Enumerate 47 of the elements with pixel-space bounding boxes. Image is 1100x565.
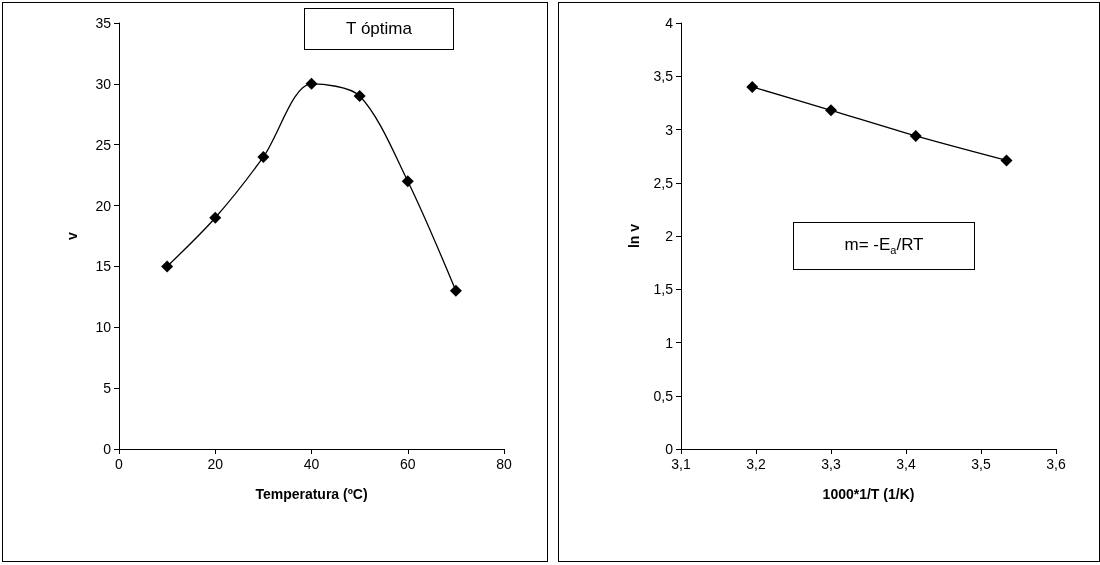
y-tick-label: 25 [95, 136, 112, 153]
point [257, 150, 270, 163]
point [305, 77, 318, 90]
y-axis-title: ln v [626, 223, 642, 249]
x-tick-label: 3,4 [896, 456, 916, 472]
y-tick-label: 1 [665, 334, 674, 351]
point [825, 104, 837, 117]
point [401, 175, 414, 188]
y-tick-label: 15 [95, 258, 112, 275]
y-tick-label: 35 [95, 15, 112, 31]
x-axis-title: 1000*1/T (1/K) [822, 486, 915, 502]
y-tick-label: 0,5 [653, 387, 674, 404]
annotation: T óptima [346, 19, 412, 39]
x-tick-label: 0 [115, 456, 124, 472]
x-tick-label: 20 [207, 456, 224, 472]
y-axis-title: v [64, 231, 80, 240]
y-tick-label: 0 [103, 441, 112, 457]
y-tick-label: 30 [95, 75, 112, 92]
y-tick-label: 10 [95, 319, 112, 336]
x-tick-label: 3,5 [971, 456, 991, 472]
y-tick-label: 20 [95, 197, 112, 214]
annotation: m= -E$_{a}$/RT [844, 235, 924, 257]
x-tick-label: 3,3 [821, 456, 841, 472]
note-frame: m= -E$_{a}$/RT [793, 222, 975, 270]
x-tick-label: 60 [399, 456, 416, 472]
x-tick-label: 3,6 [1046, 456, 1066, 472]
point [909, 129, 922, 142]
x-tick-label: 80 [496, 456, 512, 472]
y-tick-label: 1,5 [653, 281, 674, 298]
x-tick-label: 40 [303, 456, 320, 472]
x-axis-title: Temperatura (ºC) [255, 486, 368, 502]
point [449, 284, 462, 297]
note-frame: T óptima [304, 8, 454, 50]
x-tick-label: 3,1 [671, 456, 691, 472]
y-tick-label: 0 [665, 441, 674, 457]
y-tick-label: 2,5 [653, 174, 674, 191]
point [353, 90, 366, 103]
y-tick-label: 4 [665, 15, 674, 31]
x-tick-label: 3,2 [746, 456, 766, 472]
y-tick-label: 3,5 [653, 68, 674, 85]
y-tick-label: 5 [103, 380, 112, 397]
y-tick-label: 2 [665, 228, 674, 244]
point [161, 260, 174, 273]
point [1000, 154, 1013, 167]
y-tick-label: 3 [665, 121, 674, 138]
point [209, 211, 222, 224]
point [746, 80, 759, 93]
